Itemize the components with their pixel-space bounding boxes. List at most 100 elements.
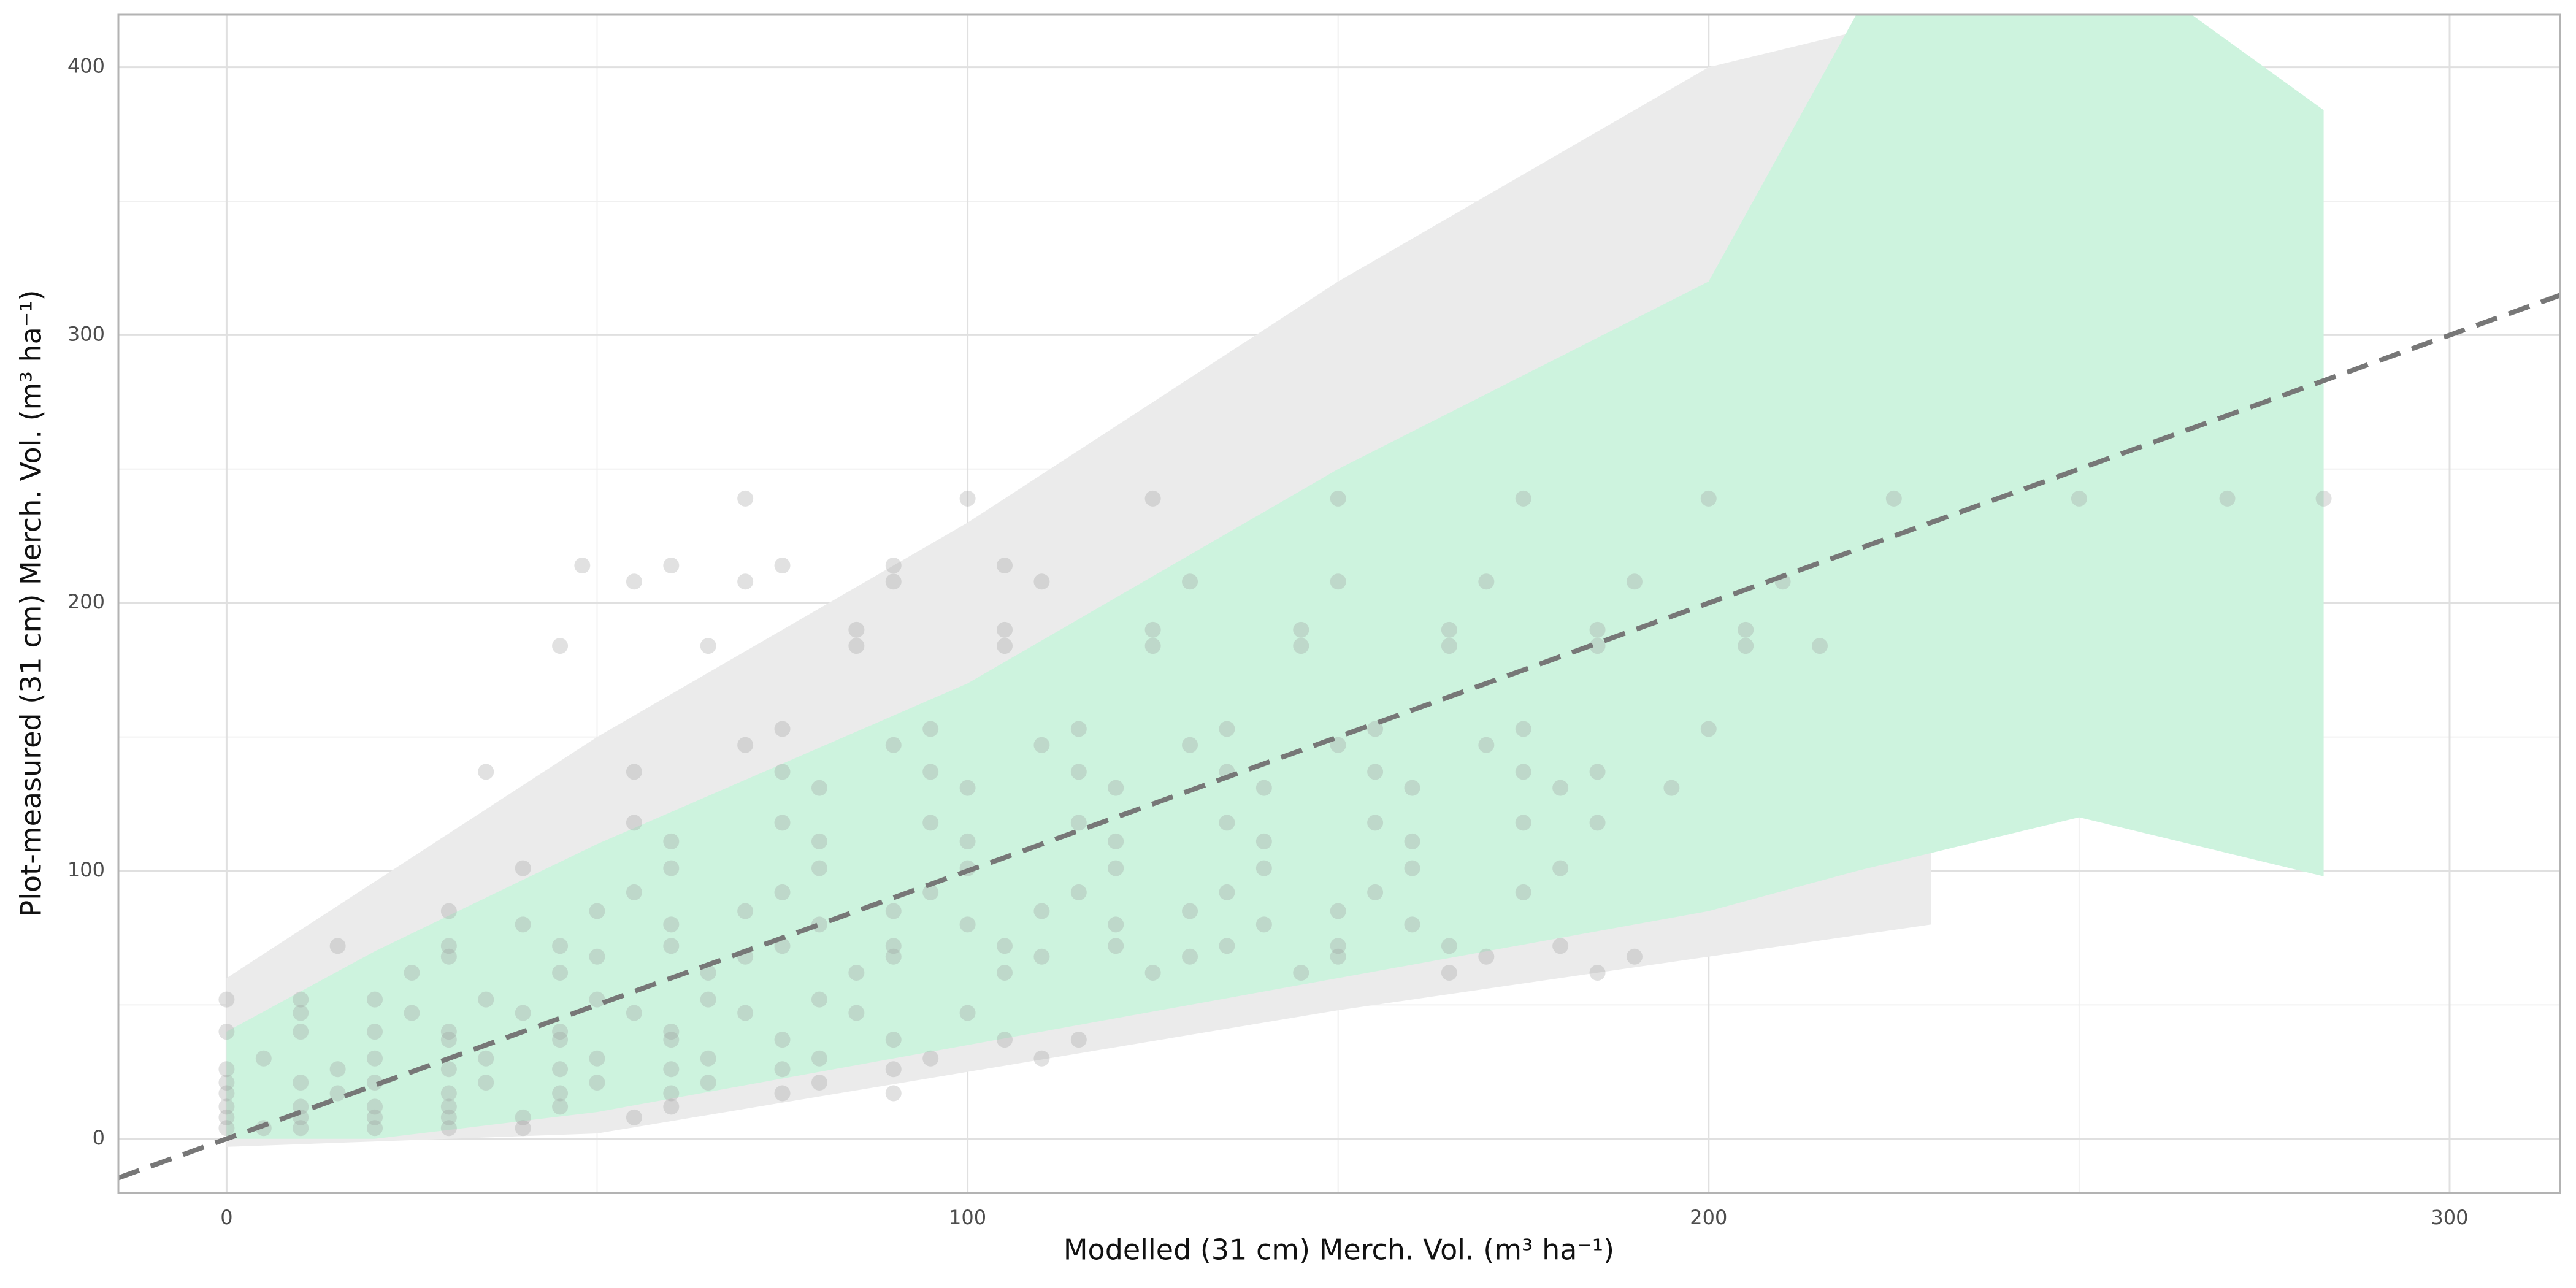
data-point bbox=[811, 991, 827, 1008]
data-point bbox=[1219, 815, 1235, 831]
y-tick-label: 100 bbox=[67, 858, 105, 881]
data-point bbox=[1033, 573, 1050, 590]
data-point bbox=[997, 938, 1013, 954]
data-point bbox=[1478, 948, 1495, 965]
data-point bbox=[663, 1061, 680, 1078]
data-point bbox=[1033, 948, 1050, 965]
data-point bbox=[218, 991, 235, 1008]
data-point bbox=[589, 1075, 605, 1091]
y-tick-label: 300 bbox=[67, 322, 105, 345]
data-point bbox=[552, 1061, 569, 1078]
data-point bbox=[1182, 948, 1198, 965]
data-point bbox=[293, 1075, 309, 1091]
data-point bbox=[440, 1085, 457, 1102]
data-point bbox=[626, 1109, 642, 1125]
data-point bbox=[1330, 938, 1346, 954]
data-point bbox=[440, 1024, 457, 1040]
data-point bbox=[293, 1005, 309, 1021]
data-point bbox=[885, 948, 902, 965]
data-point bbox=[811, 860, 827, 876]
data-point bbox=[1182, 903, 1198, 919]
data-point bbox=[478, 991, 494, 1008]
data-point bbox=[552, 964, 569, 981]
data-point bbox=[997, 558, 1013, 574]
data-point bbox=[2071, 490, 2087, 507]
data-point bbox=[848, 1005, 865, 1021]
data-point bbox=[478, 1050, 494, 1067]
data-point bbox=[848, 638, 865, 654]
data-point bbox=[885, 737, 902, 753]
data-point bbox=[515, 1120, 531, 1137]
data-point bbox=[552, 1032, 569, 1048]
data-point bbox=[959, 780, 976, 796]
data-point bbox=[1330, 903, 1346, 919]
data-point bbox=[1441, 621, 1457, 638]
plot-frame bbox=[117, 13, 2561, 1194]
data-point bbox=[1330, 573, 1346, 590]
data-point bbox=[1478, 737, 1495, 753]
data-point bbox=[885, 573, 902, 590]
data-point bbox=[626, 573, 642, 590]
y-tick-label: 200 bbox=[67, 590, 105, 613]
data-point bbox=[922, 1050, 939, 1067]
data-point bbox=[1108, 833, 1124, 849]
data-point bbox=[885, 903, 902, 919]
data-point bbox=[293, 991, 309, 1008]
data-point bbox=[440, 1098, 457, 1115]
data-point bbox=[1255, 833, 1272, 849]
data-point bbox=[811, 833, 827, 849]
data-point bbox=[1404, 833, 1420, 849]
data-point bbox=[218, 1098, 235, 1115]
data-point bbox=[515, 1109, 531, 1125]
data-point bbox=[1293, 621, 1309, 638]
x-tick-label: 300 bbox=[2431, 1206, 2468, 1229]
data-point bbox=[1293, 964, 1309, 981]
data-point bbox=[626, 884, 642, 900]
y-tick-label: 400 bbox=[67, 55, 105, 78]
data-point bbox=[811, 780, 827, 796]
data-point bbox=[922, 884, 939, 900]
data-point bbox=[1070, 815, 1087, 831]
data-point bbox=[1330, 948, 1346, 965]
data-point bbox=[663, 833, 680, 849]
data-point bbox=[218, 1109, 235, 1125]
data-point bbox=[1255, 916, 1272, 933]
data-point bbox=[774, 1085, 791, 1102]
data-point bbox=[1441, 938, 1457, 954]
data-point bbox=[737, 490, 754, 507]
data-point bbox=[1404, 780, 1420, 796]
data-point bbox=[1293, 638, 1309, 654]
data-point bbox=[218, 1061, 235, 1078]
data-point bbox=[1404, 916, 1420, 933]
data-point bbox=[293, 1098, 309, 1115]
data-point bbox=[1626, 948, 1643, 965]
data-point bbox=[552, 938, 569, 954]
data-point bbox=[1070, 884, 1087, 900]
data-point bbox=[663, 916, 680, 933]
data-point bbox=[1144, 490, 1161, 507]
data-point bbox=[663, 1032, 680, 1048]
data-point bbox=[293, 1024, 309, 1040]
data-point bbox=[922, 815, 939, 831]
data-point bbox=[404, 964, 420, 981]
x-tick-label: 0 bbox=[220, 1206, 232, 1229]
data-point bbox=[1219, 938, 1235, 954]
data-point bbox=[959, 833, 976, 849]
data-point bbox=[515, 916, 531, 933]
data-point bbox=[1108, 780, 1124, 796]
reference-line bbox=[118, 293, 2560, 1181]
data-point bbox=[774, 1032, 791, 1048]
data-point bbox=[293, 1120, 309, 1137]
data-point bbox=[1033, 737, 1050, 753]
data-point bbox=[367, 1024, 383, 1040]
data-point bbox=[1330, 490, 1346, 507]
data-point bbox=[885, 938, 902, 954]
data-point bbox=[885, 558, 902, 574]
x-axis-label: Modelled (31 cm) Merch. Vol. (m³ ha⁻¹) bbox=[1064, 1233, 1614, 1267]
data-point bbox=[589, 991, 605, 1008]
data-point bbox=[1144, 964, 1161, 981]
data-point bbox=[774, 558, 791, 574]
data-point bbox=[1515, 764, 1531, 780]
